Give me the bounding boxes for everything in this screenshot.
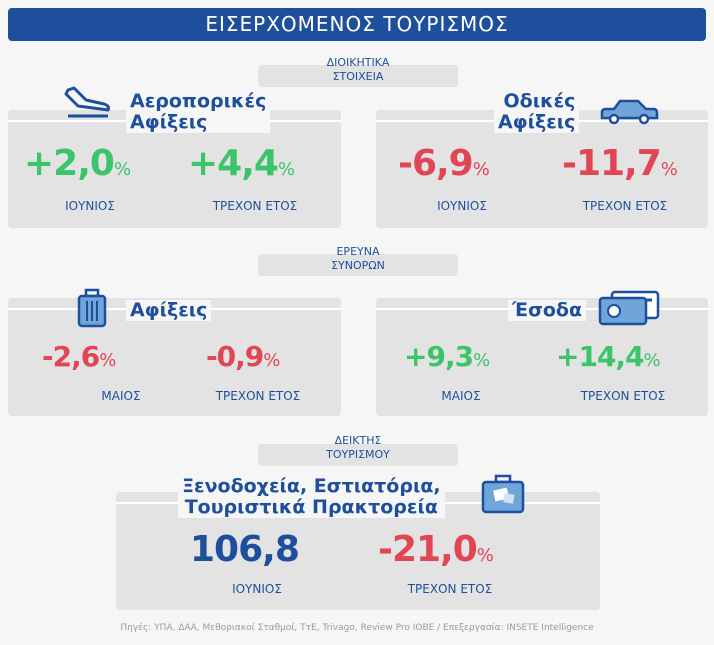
unit: % [263, 350, 281, 371]
title-line: Αφίξεις [130, 111, 208, 133]
unit: % [660, 159, 678, 180]
value: +9,3 [404, 340, 474, 373]
survey-may-value: -2,6% [42, 340, 116, 373]
unit: % [277, 159, 296, 180]
section-label-box [258, 444, 458, 466]
unit: % [473, 350, 491, 371]
section-label-border-survey: ΕΡΕΥΝΑ ΣΥΝΟΡΩΝ [258, 245, 458, 273]
receipts-ytd-value: +14,4% [556, 340, 661, 373]
air-ytd-label: ΤΡΕΧΟΝ ΕΤΟΣ [212, 199, 298, 213]
section-label-box [258, 65, 458, 87]
value: -11,7 [562, 143, 662, 184]
unit: % [643, 350, 661, 371]
unit: % [99, 350, 117, 371]
receipts-may-value: +9,3% [404, 340, 490, 373]
label-line: ΤΟΥΡΙΣΜΟΥ [326, 448, 390, 461]
receipts-ytd-label: ΤΡΕΧΟΝ ΕΤΟΣ [580, 389, 666, 403]
unit: % [113, 159, 132, 180]
title-line: Τουριστικά Πρακτορεία [184, 496, 438, 518]
label-line: ΕΡΕΥΝΑ [336, 245, 380, 258]
label-line: ΣΥΝΟΡΩΝ [331, 259, 385, 272]
section-label-admin: ΔΙΟΙΚΗΤΙΚΑ ΣΤΟΙΧΕΙΑ [258, 56, 458, 84]
air-june-value: +2,0% [24, 143, 131, 184]
road-june-value: -6,9% [398, 143, 490, 184]
receipts-may-label: ΜΑΙΟΣ [441, 389, 481, 403]
air-arrivals-title: Αεροπορικές Αφίξεις [126, 90, 271, 133]
road-ytd-label: ΤΡΕΧΟΝ ΕΤΟΣ [582, 199, 668, 213]
value: -2,6 [42, 340, 100, 373]
index-ytd-label: ΤΡΕΧΟΝ ΕΤΟΣ [407, 582, 493, 596]
section-label-tourism-index: ΔΕΙΚΤΗΣ ΤΟΥΡΙΣΜΟΥ [258, 434, 458, 462]
value: -0,9 [206, 340, 264, 373]
unit: % [472, 159, 490, 180]
value: +14,4 [556, 340, 645, 373]
road-june-label: ΙΟΥΝΙΟΣ [437, 199, 487, 213]
road-arrivals-title: Οδικές Αφίξεις [494, 90, 580, 133]
air-june-label: ΙΟΥΝΙΟΣ [65, 199, 115, 213]
car-icon [600, 99, 659, 125]
value: +4,4 [188, 143, 279, 184]
survey-ytd-label: ΤΡΕΧΟΝ ΕΤΟΣ [215, 389, 301, 403]
title-line: Ξενοδοχεία, Εστιατόρια, [182, 475, 441, 497]
index-ytd-value: -21,0% [378, 529, 494, 570]
suitcase-icon [77, 288, 107, 328]
title-line: Οδικές [503, 90, 576, 112]
value: -21,0 [378, 529, 478, 570]
title-line: Αφίξεις [498, 111, 576, 133]
receipts-title: Έσοδα [508, 300, 587, 321]
label-line: ΣΤΟΙΧΕΙΑ [332, 70, 384, 83]
travel-bag-icon [481, 474, 525, 514]
value: +2,0 [24, 143, 115, 184]
sources-footer: Πηγές: ΥΠΑ, ΔΑΑ, Μεθοριακοί Σταθμοί, ΤτΕ… [120, 623, 594, 633]
road-ytd-value: -11,7% [562, 143, 678, 184]
survey-ytd-value: -0,9% [206, 340, 280, 373]
airplane-landing-icon [64, 86, 110, 118]
value: -6,9 [398, 143, 474, 184]
index-june-value: 106,8 [190, 529, 300, 570]
section-label-box [258, 254, 458, 276]
tourism-index-title: Ξενοδοχεία, Εστιατόρια, Τουριστικά Πρακτο… [178, 476, 445, 518]
survey-arrivals-title: Αφίξεις [126, 300, 212, 321]
credit-card-icon [598, 290, 660, 326]
label-line: ΔΕΙΚΤΗΣ [334, 434, 382, 447]
label-line: ΔΙΟΙΚΗΤΙΚΑ [326, 56, 390, 69]
survey-may-label: ΜΑΙΟΣ [101, 389, 141, 403]
title-line: Αεροπορικές [130, 90, 267, 112]
air-ytd-value: +4,4% [188, 143, 295, 184]
index-june-label: ΙΟΥΝΙΟΣ [232, 582, 282, 596]
page-title: ΕΙΣΕΡΧΟΜΕΝΟΣ ΤΟΥΡΙΣΜΟΣ [8, 8, 706, 41]
unit: % [476, 545, 494, 566]
